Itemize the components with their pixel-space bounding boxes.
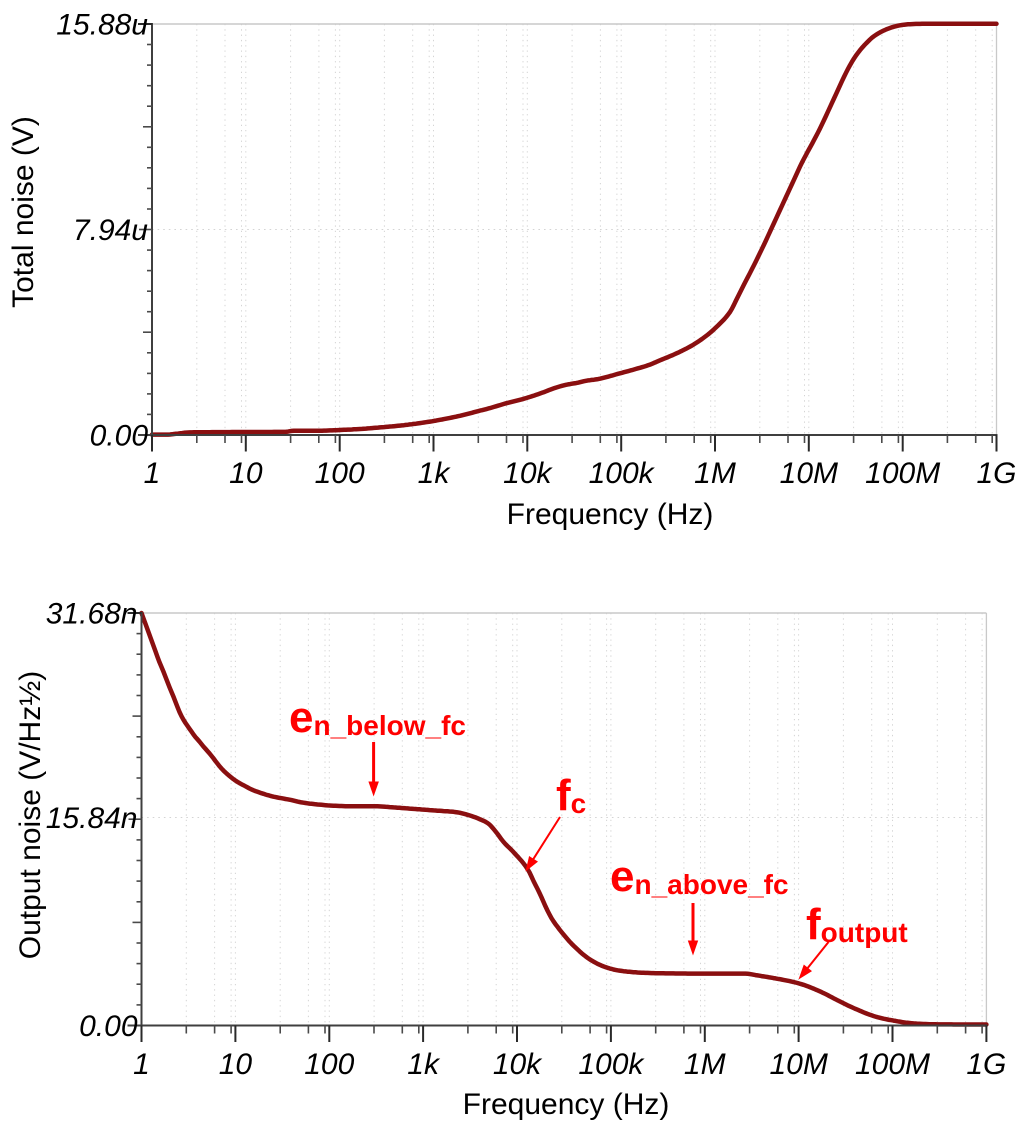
svg-text:1k: 1k — [407, 1048, 441, 1081]
svg-text:1k: 1k — [418, 457, 452, 490]
svg-text:15.84n: 15.84n — [46, 802, 138, 835]
svg-text:31.68n: 31.68n — [46, 598, 138, 631]
svg-text:Frequency (Hz): Frequency (Hz) — [507, 498, 714, 531]
svg-text:0.00: 0.00 — [79, 1010, 138, 1043]
svg-text:100: 100 — [315, 457, 365, 490]
svg-text:100M: 100M — [865, 457, 940, 490]
svg-text:10k: 10k — [503, 457, 553, 490]
svg-text:1: 1 — [133, 1048, 150, 1081]
svg-text:1M: 1M — [694, 457, 736, 490]
svg-text:10: 10 — [219, 1048, 253, 1081]
svg-text:10: 10 — [229, 457, 263, 490]
svg-text:100k: 100k — [578, 1048, 645, 1081]
svg-text:1G: 1G — [966, 1048, 1006, 1081]
svg-text:10k: 10k — [493, 1048, 543, 1081]
svg-text:0.00: 0.00 — [90, 420, 149, 453]
svg-text:1M: 1M — [684, 1048, 726, 1081]
svg-text:1G: 1G — [976, 457, 1016, 490]
svg-text:100: 100 — [304, 1048, 354, 1081]
svg-text:15.88u: 15.88u — [56, 9, 148, 42]
svg-text:100k: 100k — [589, 457, 656, 490]
svg-text:1: 1 — [144, 457, 161, 490]
svg-text:Frequency (Hz): Frequency (Hz) — [463, 1088, 670, 1121]
svg-text:7.94u: 7.94u — [73, 214, 148, 247]
svg-text:Total noise (V): Total noise (V) — [7, 116, 40, 308]
svg-text:10M: 10M — [780, 457, 838, 490]
svg-text:Output noise (V/Hz½): Output noise (V/Hz½) — [14, 671, 47, 959]
svg-text:10M: 10M — [769, 1048, 827, 1081]
svg-text:100M: 100M — [855, 1048, 930, 1081]
